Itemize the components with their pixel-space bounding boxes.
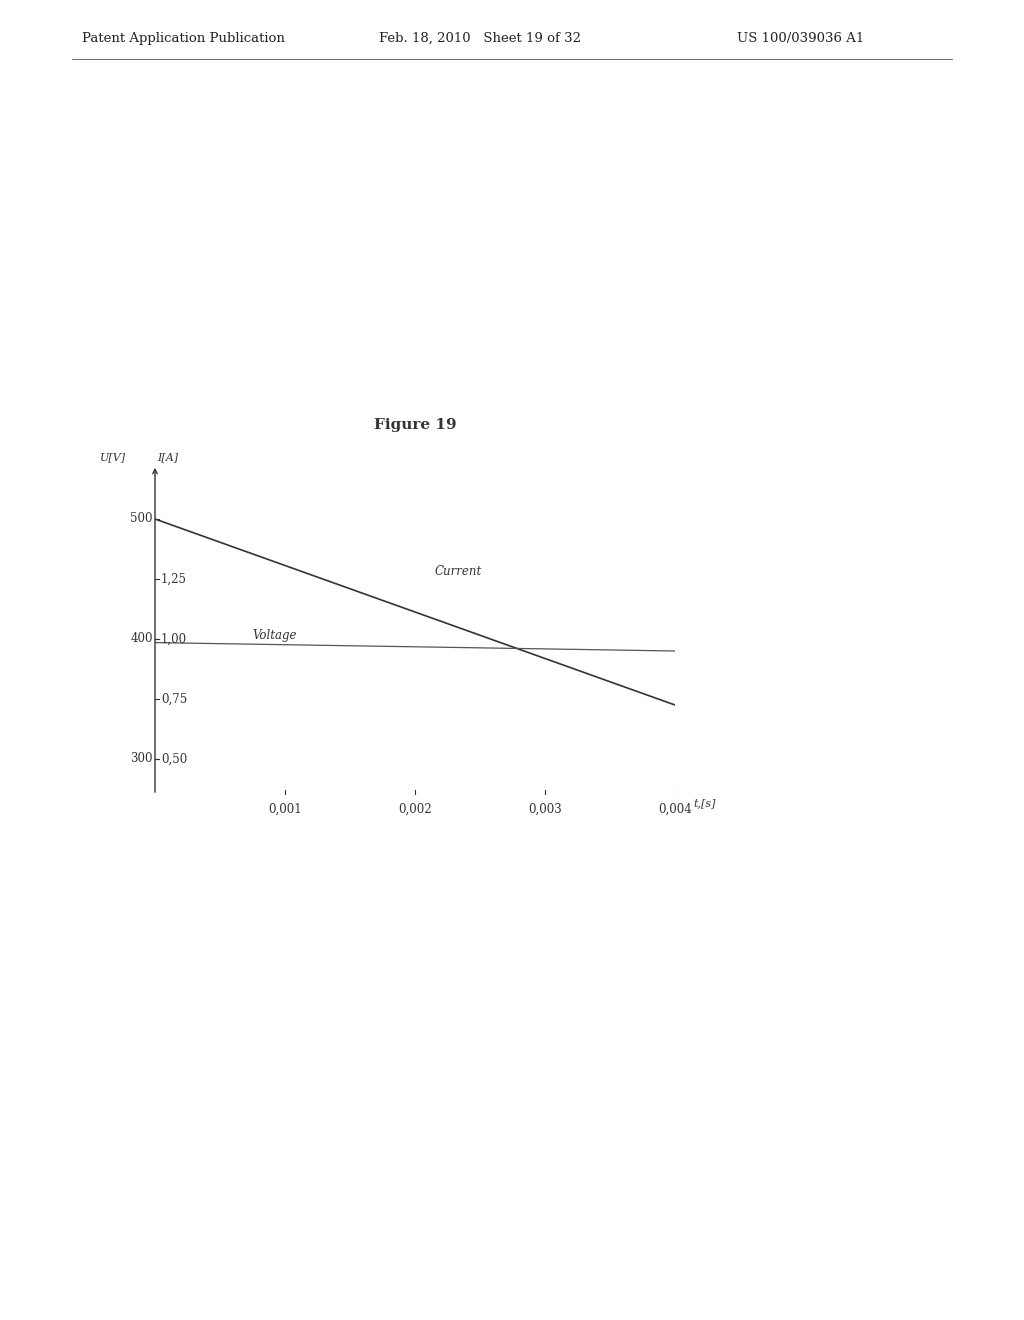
Text: 1,00: 1,00 xyxy=(161,632,187,645)
Text: U[V]: U[V] xyxy=(100,453,126,462)
Text: 400: 400 xyxy=(130,632,153,645)
Text: 0,003: 0,003 xyxy=(528,803,562,816)
Text: Feb. 18, 2010   Sheet 19 of 32: Feb. 18, 2010 Sheet 19 of 32 xyxy=(379,32,581,45)
Text: 500: 500 xyxy=(130,512,153,525)
Text: t,[s]: t,[s] xyxy=(693,799,716,809)
Text: 0,75: 0,75 xyxy=(161,693,187,705)
Text: I[A]: I[A] xyxy=(157,453,178,462)
Text: Voltage: Voltage xyxy=(253,630,297,642)
Text: Current: Current xyxy=(434,565,481,578)
Text: 0,002: 0,002 xyxy=(398,803,432,816)
Text: 0,001: 0,001 xyxy=(268,803,302,816)
Text: Figure 19: Figure 19 xyxy=(374,418,457,432)
Text: US 100/039036 A1: US 100/039036 A1 xyxy=(737,32,864,45)
Text: 0,004: 0,004 xyxy=(658,803,692,816)
Text: Patent Application Publication: Patent Application Publication xyxy=(82,32,285,45)
Text: 0,50: 0,50 xyxy=(161,752,187,766)
Text: 300: 300 xyxy=(130,752,153,766)
Text: 1,25: 1,25 xyxy=(161,573,186,586)
